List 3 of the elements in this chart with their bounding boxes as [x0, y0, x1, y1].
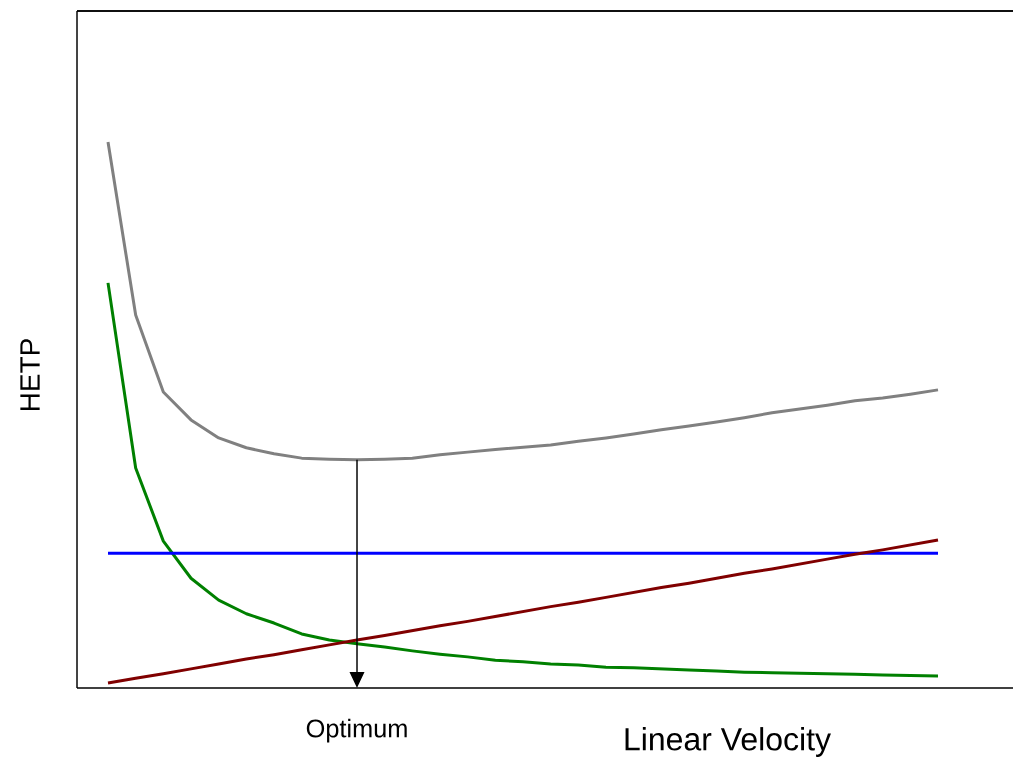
text: Optimum [306, 718, 407, 743]
x-axis-title: Linear Velocity [625, 727, 831, 757]
y-axis-title: HETP [20, 339, 40, 411]
